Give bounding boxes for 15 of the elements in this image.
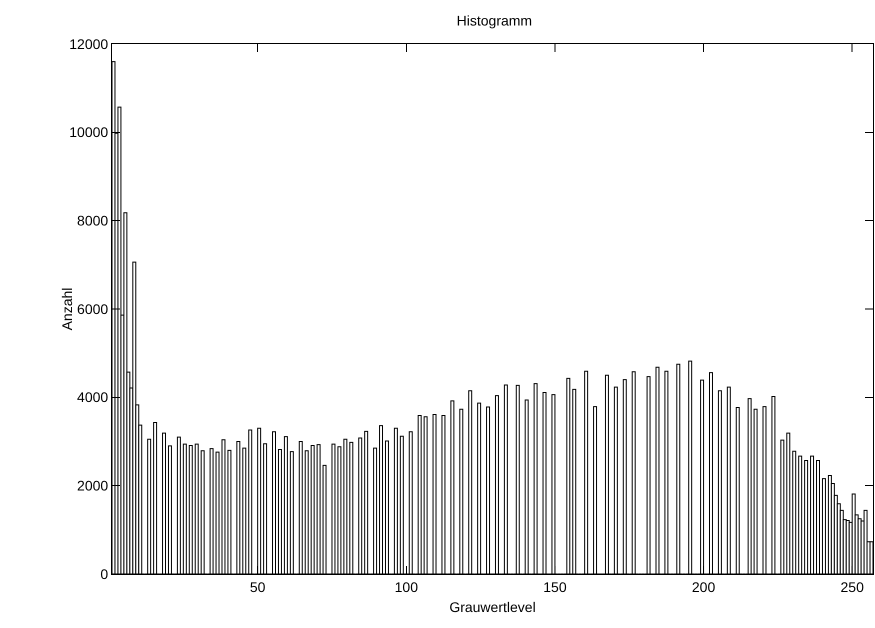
x-tick-label: 150 <box>543 578 567 595</box>
y-axis-title: Anzahl <box>59 288 76 330</box>
x-tick-label: 100 <box>394 578 418 595</box>
chart-title: Histogramm <box>456 12 532 28</box>
x-tick-label: 50 <box>250 578 266 595</box>
y-tick-label: 12000 <box>69 36 108 52</box>
x-tick-label: 250 <box>840 578 864 595</box>
y-tick-label: 0 <box>100 566 108 582</box>
y-tick-label: 8000 <box>77 212 108 229</box>
y-tick-label: 10000 <box>69 124 108 140</box>
y-tick-label: 6000 <box>77 300 108 317</box>
x-axis-title: Grauwertlevel <box>449 599 536 616</box>
y-tick-label: 2000 <box>77 478 108 494</box>
y-tick-label: 4000 <box>77 389 108 406</box>
x-tick-label: 200 <box>692 578 716 595</box>
